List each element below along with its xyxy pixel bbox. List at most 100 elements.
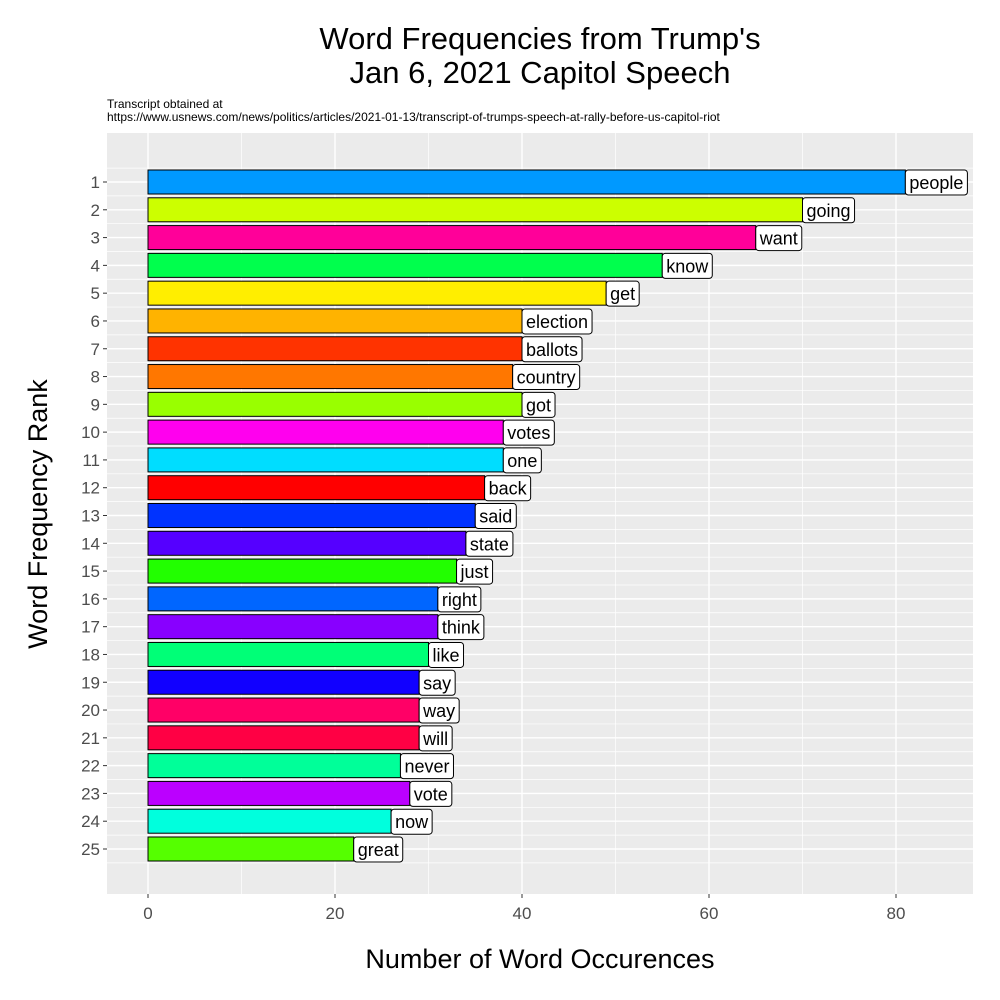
word-label-text: way — [422, 701, 455, 721]
word-label-text: ballots — [526, 340, 578, 360]
y-tick-label: 6 — [91, 312, 100, 331]
word-label-text: say — [423, 673, 451, 693]
y-tick-label: 12 — [81, 479, 100, 498]
chart-title-line-1: Word Frequencies from Trump's — [319, 21, 761, 56]
x-tick-label: 80 — [887, 904, 906, 923]
word-label-text: get — [610, 284, 635, 304]
chart-subtitle-line-1: Transcript obtained at — [107, 97, 223, 111]
chart-title: Word Frequencies from Trump's Jan 6, 202… — [0, 22, 1000, 90]
word-label: now — [390, 808, 433, 835]
word-label-box — [428, 641, 465, 668]
word-label-box — [661, 252, 713, 279]
y-tick-label: 10 — [81, 423, 100, 442]
y-tick-label: 24 — [81, 812, 100, 831]
y-axis-ticks: 1234567891011121314151617181920212223242… — [81, 173, 107, 859]
word-label: country — [512, 364, 581, 391]
word-label-text: right — [442, 590, 477, 610]
bar — [147, 364, 514, 390]
word-label: got — [521, 391, 556, 418]
bar — [147, 475, 486, 501]
bar — [147, 530, 467, 556]
word-label-box — [409, 780, 453, 807]
word-label-box — [437, 586, 482, 613]
bar — [147, 558, 458, 584]
word-label-text: think — [442, 618, 481, 638]
word-label-text: election — [526, 312, 588, 332]
word-label: never — [399, 753, 454, 780]
word-label: vote — [409, 780, 453, 807]
y-tick-label: 25 — [81, 840, 100, 859]
y-tick-label: 13 — [81, 507, 100, 526]
x-tick-label: 40 — [513, 904, 532, 923]
word-label-text: now — [395, 812, 429, 832]
word-label: just — [456, 558, 494, 585]
chart-subtitle-line-2: https://www.usnews.com/news/politics/art… — [107, 110, 720, 124]
bar — [147, 419, 504, 445]
word-label: will — [418, 725, 453, 752]
y-tick-label: 2 — [91, 201, 100, 220]
bar — [147, 697, 420, 723]
bar — [147, 836, 355, 862]
y-tick-label: 7 — [91, 340, 100, 359]
word-label-text: said — [479, 507, 512, 527]
y-tick-label: 21 — [81, 729, 100, 748]
word-label-text: just — [460, 562, 489, 582]
x-tick-label: 0 — [143, 904, 152, 923]
y-tick-label: 23 — [81, 784, 100, 803]
word-label-box — [465, 530, 514, 557]
word-label-box — [418, 669, 456, 696]
y-tick-label: 8 — [91, 368, 100, 387]
word-label-text: will — [422, 729, 448, 749]
word-label-box — [484, 475, 532, 502]
bar — [147, 669, 420, 695]
x-axis-title: Number of Word Occurences — [365, 944, 714, 974]
y-tick-label: 3 — [91, 229, 100, 248]
word-label: say — [418, 669, 456, 696]
chart-subtitle: Transcript obtained at https://www.usnew… — [107, 98, 720, 124]
word-label-text: great — [358, 840, 399, 860]
word-label: right — [437, 586, 482, 613]
word-label-text: country — [517, 368, 576, 388]
word-label-text: want — [759, 229, 798, 249]
word-label-box — [399, 753, 454, 780]
word-label: votes — [502, 419, 555, 446]
word-label: know — [661, 252, 713, 279]
y-tick-label: 11 — [82, 451, 100, 470]
word-label-text: back — [489, 479, 528, 499]
word-label-box — [353, 836, 404, 863]
x-tick-label: 20 — [326, 904, 345, 923]
word-label: great — [353, 836, 404, 863]
bar — [147, 780, 411, 806]
y-tick-label: 22 — [81, 757, 100, 776]
word-label-text: know — [666, 256, 709, 276]
word-label-text: state — [470, 534, 509, 554]
y-tick-label: 17 — [81, 618, 100, 637]
bar — [147, 169, 906, 195]
word-label-text: got — [526, 395, 551, 415]
word-label: one — [502, 447, 542, 474]
word-label-text: never — [404, 757, 449, 777]
word-label-box — [904, 169, 968, 196]
bar — [147, 336, 523, 362]
word-label: think — [437, 614, 485, 641]
word-label-box — [521, 336, 583, 363]
bar — [147, 503, 476, 528]
y-tick-label: 14 — [81, 534, 100, 553]
y-tick-label: 9 — [91, 395, 100, 414]
word-label: way — [418, 697, 460, 724]
word-label: election — [521, 308, 593, 335]
x-tick-label: 60 — [700, 904, 719, 923]
y-tick-label: 5 — [91, 284, 100, 303]
word-label-box — [474, 503, 517, 529]
word-label-box — [502, 419, 555, 446]
word-label-box — [390, 808, 433, 835]
bar — [147, 641, 429, 667]
word-label-box — [502, 447, 542, 474]
y-tick-label: 19 — [81, 673, 100, 692]
bar — [147, 725, 420, 751]
word-label: get — [605, 280, 640, 307]
word-label-box — [456, 558, 494, 585]
bar — [147, 614, 439, 640]
word-label-text: vote — [414, 784, 448, 804]
